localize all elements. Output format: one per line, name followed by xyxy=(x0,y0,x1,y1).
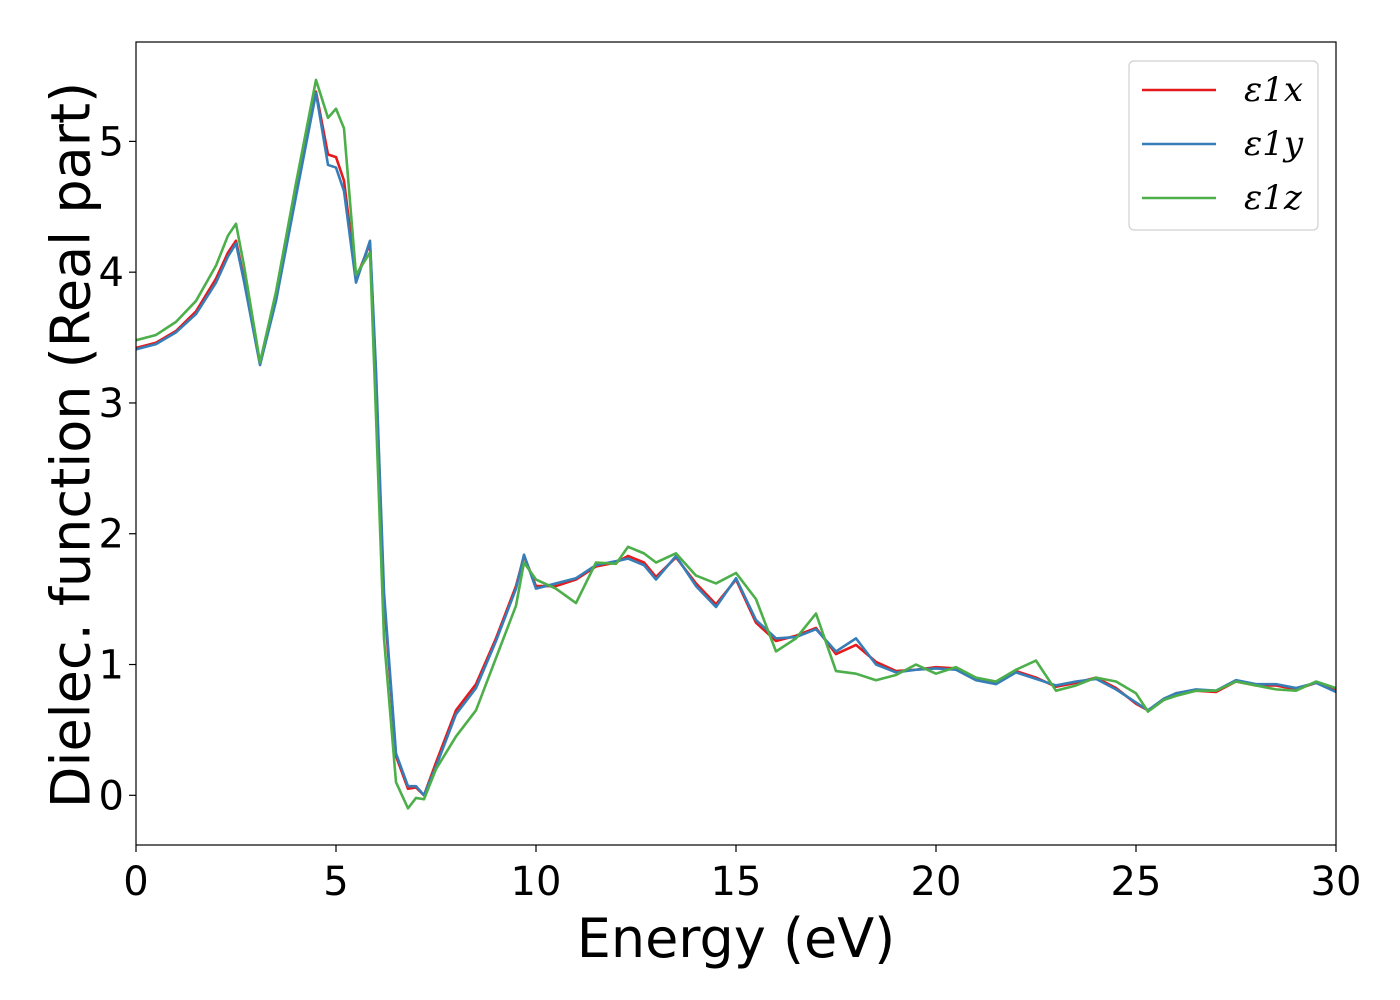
legend-label-3: ε1z xyxy=(1244,178,1303,218)
y-tick-label: 4 xyxy=(99,250,124,296)
x-axis: 0 5 10 15 20 25 30 xyxy=(123,845,1361,905)
series-line-3 xyxy=(136,78,1336,810)
x-tick-label: 0 xyxy=(123,859,148,905)
legend-box xyxy=(1128,60,1319,231)
y-tick-label: 5 xyxy=(99,119,124,165)
y-axis: 0 1 2 3 4 5 xyxy=(99,119,136,819)
plot-area xyxy=(135,41,1337,846)
x-axis-label: Energy (eV) xyxy=(577,907,896,970)
y-tick-label: 2 xyxy=(99,512,124,558)
y-axis-label: Dielec. function (Real part) xyxy=(40,82,103,808)
x-tick-label: 25 xyxy=(1111,859,1162,905)
x-tick-label: 15 xyxy=(711,859,762,905)
y-tick-label: 3 xyxy=(99,381,124,427)
series-line-2 xyxy=(136,91,1336,797)
x-tick-label: 20 xyxy=(911,859,962,905)
y-tick-label: 0 xyxy=(99,773,124,819)
y-tick-label: 1 xyxy=(99,643,124,689)
x-tick-label: 5 xyxy=(323,859,348,905)
legend-label-1: ε1x xyxy=(1244,70,1303,110)
x-tick-label: 30 xyxy=(1311,859,1362,905)
legend: ε1x ε1y ε1z xyxy=(1128,60,1319,231)
legend-label-2: ε1y xyxy=(1244,124,1304,164)
x-tick-label: 10 xyxy=(511,859,562,905)
